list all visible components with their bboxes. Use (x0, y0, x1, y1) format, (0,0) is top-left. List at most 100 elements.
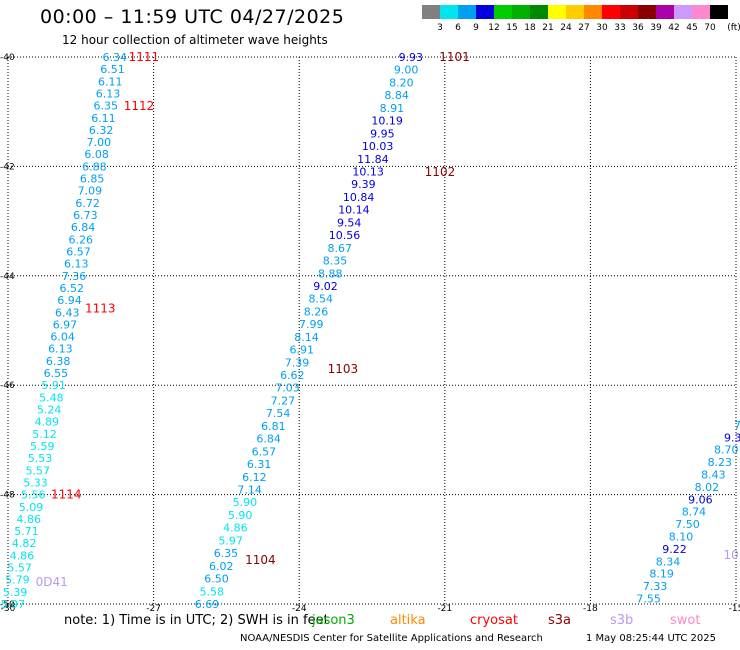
color-legend-label: 45 (686, 23, 698, 33)
wave-height-value: 5.48 (39, 391, 64, 404)
color-swatch (530, 5, 548, 19)
color-legend-label: 15 (506, 23, 518, 33)
color-legend-label: 18 (524, 23, 536, 33)
x-tick-label: -24 (292, 604, 307, 612)
wave-height-value: 6.04 (50, 331, 75, 344)
wave-height-value: 5.09 (19, 501, 44, 514)
color-legend-label: 6 (455, 23, 461, 33)
wave-height-value: 5.90 (233, 496, 258, 509)
wave-height-value: 6.11 (98, 75, 123, 88)
pass-label: 1101 (439, 50, 470, 64)
satellite-legend-item: cryosat (470, 613, 518, 628)
color-swatch (512, 5, 530, 19)
wave-height-value: 6.84 (71, 221, 96, 234)
wave-height-value: 5.59 (30, 440, 55, 453)
wave-height-value: 6.26 (69, 233, 94, 246)
wave-height-value: 5.39 (3, 586, 28, 599)
color-legend-label: 70 (704, 23, 716, 33)
wave-height-value: 9.93 (399, 51, 424, 64)
wave-height-value: 6.91 (290, 344, 315, 357)
wave-height-value: 5.24 (37, 404, 62, 417)
wave-height-value: 5.58 (199, 585, 224, 598)
pass-label: 1104 (245, 553, 276, 567)
wave-height-value: 6.85 (80, 173, 105, 186)
x-tick-label: -30 (1, 604, 16, 612)
pass-label: 1102 (425, 165, 456, 179)
wave-height-value: 8.10 (669, 531, 694, 544)
wave-height-value: 5.97 (218, 534, 243, 547)
x-tick-label: -18 (583, 604, 598, 612)
color-legend-label: 30 (596, 23, 608, 33)
color-legend-unit: (ft) (727, 23, 740, 33)
wave-height-value: 7.00 (87, 136, 112, 149)
wave-height-value: 9.06 (688, 493, 713, 506)
wave-height-value: 5.91 (41, 379, 66, 392)
wave-height-value: 5.33 (23, 476, 48, 489)
color-legend-label: 27 (578, 23, 590, 33)
wave-height-value: 8.91 (380, 102, 405, 115)
wave-height-value: 6.50 (204, 573, 229, 586)
color-legend-label: 24 (560, 23, 572, 33)
wave-height-value: 6.08 (84, 148, 109, 161)
color-swatch (602, 5, 620, 19)
x-tick-label: -27 (146, 604, 161, 612)
wave-height-value: 6.55 (44, 367, 69, 380)
wave-height-value: 6.32 (89, 124, 114, 137)
wave-height-value: 8.26 (304, 305, 329, 318)
wave-height-value: 7.50 (675, 518, 700, 531)
wave-height-value: 9.3 (724, 431, 740, 444)
wave-height-value: 7.55 (636, 593, 661, 606)
wave-height-value: 4.86 (10, 549, 35, 562)
wave-height-value: 6.12 (242, 471, 267, 484)
wave-height-value: 5.56 (21, 489, 46, 502)
wave-height-value: 10.19 (371, 115, 403, 128)
pass-label: 1113 (85, 302, 116, 316)
wave-height-value: 7.99 (299, 318, 324, 331)
processed-time: 1 May 08:25:44 UTC 2025 (586, 633, 716, 644)
wave-height-value: 6.51 (100, 63, 125, 76)
color-legend-label: 33 (614, 23, 626, 33)
wave-height-value: 6.88 (82, 160, 107, 173)
wave-height-value: 10.84 (343, 191, 375, 204)
wave-height-value: 10.03 (362, 140, 394, 153)
wave-height-value: 7.09 (78, 185, 103, 198)
wave-height-value: 10.14 (338, 204, 370, 217)
wave-height-value: 8.88 (318, 267, 343, 280)
wave-height-value: 6.52 (59, 282, 84, 295)
x-tick-label: -21 (437, 604, 452, 612)
color-swatch (422, 5, 440, 19)
satellite-legend-item: s3b (610, 613, 634, 628)
wave-height-value: 7.33 (643, 580, 668, 593)
wave-height-value: 8.54 (309, 293, 334, 306)
wave-height-value: 6.57 (66, 245, 91, 258)
wave-height-value: 7. (734, 419, 740, 432)
wave-height-value: 8.84 (384, 89, 409, 102)
wave-height-value: 7.36 (62, 270, 87, 283)
wave-height-value: 6.02 (209, 560, 234, 573)
y-tick-label: -40 (0, 53, 15, 63)
wave-height-value: 6.81 (261, 420, 286, 433)
color-legend-label: 21 (542, 23, 554, 33)
footer-note: note: 1) Time is in UTC; 2) SWH is in fe… (64, 613, 329, 628)
wave-height-value: 8.67 (327, 242, 352, 255)
wave-height-value: 6.72 (75, 197, 100, 210)
satellite-legend-item: swot (670, 613, 701, 628)
wave-height-value: 4.86 (16, 513, 41, 526)
color-swatch (674, 5, 692, 19)
wave-height-value: 8.70 (714, 444, 739, 457)
pass-label: 0D41 (36, 575, 68, 589)
color-swatch (638, 5, 656, 19)
wave-height-value: 6.11 (91, 112, 116, 125)
wave-height-value: 5.53 (28, 452, 53, 465)
pass-label: 10 (724, 548, 739, 562)
pass-label: 1103 (328, 362, 359, 376)
color-swatch (656, 5, 674, 19)
color-swatch (440, 5, 458, 19)
wave-height-value: 5.97 (1, 598, 26, 611)
wave-height-value: 9.95 (370, 127, 395, 140)
chart-subtitle: 12 hour collection of altimeter wave hei… (62, 33, 328, 47)
pass-label: 1114 (51, 488, 82, 502)
color-swatch (458, 5, 476, 19)
pass-label: 1112 (124, 99, 155, 113)
y-tick-label: -44 (0, 272, 15, 282)
